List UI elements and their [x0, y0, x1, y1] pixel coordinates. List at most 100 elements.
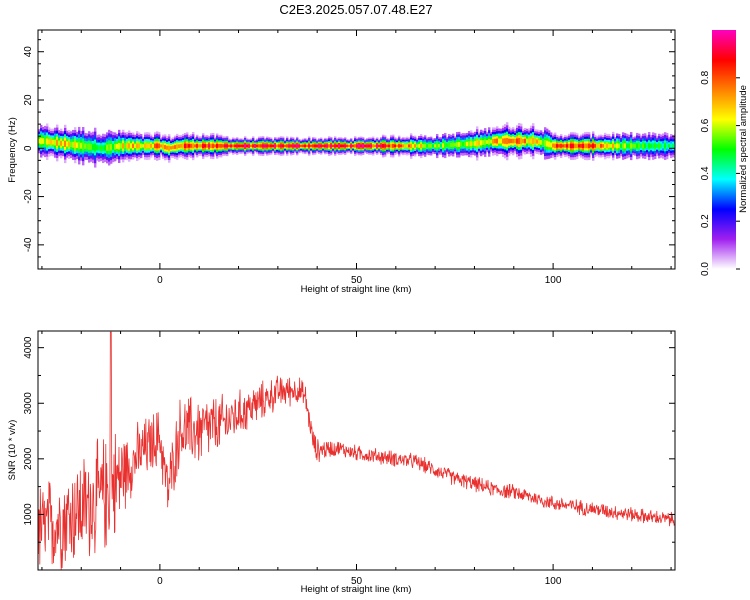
spectrogram-cell — [350, 151, 353, 153]
spectrogram-cell — [654, 135, 657, 139]
spectrogram-cell — [130, 156, 133, 160]
spectrogram-cell — [606, 133, 609, 137]
spectrogram-cell — [624, 143, 627, 147]
spectrogram-cell — [104, 134, 107, 138]
spectrogram-cell — [608, 147, 611, 151]
spectrogram-cell — [618, 150, 621, 154]
spectrogram-cell — [488, 127, 491, 131]
spectrogram-cell — [294, 144, 297, 147]
spectrogram-cell — [208, 152, 211, 155]
spectrogram-cell — [138, 150, 141, 153]
spectrogram-cell — [454, 136, 457, 139]
spectrogram-cell — [666, 143, 669, 147]
spectrogram-cell — [556, 151, 559, 154]
spectrogram-cell — [376, 148, 379, 151]
spectrogram-cell — [186, 134, 189, 138]
spectrogram-cell — [358, 151, 361, 154]
spectrogram-cell — [218, 147, 221, 150]
spectrogram-cell — [182, 153, 185, 157]
spectrogram-cell — [550, 154, 553, 158]
spectrogram-cell — [658, 148, 661, 152]
spectrogram-cell — [522, 134, 525, 138]
spectrogram-cell — [204, 147, 207, 150]
spectrogram-cell — [282, 141, 285, 144]
spectrogram-cell — [518, 126, 521, 130]
spectrogram-cell — [82, 145, 85, 151]
spectrogram-cell — [372, 142, 375, 145]
spectrogram-cell — [230, 148, 233, 150]
spectrogram-cell — [656, 142, 659, 145]
spectrogram-cell — [394, 147, 397, 150]
spectrogram-cell — [550, 147, 553, 151]
spectrogram-cell — [420, 136, 423, 139]
spectrogram-cell — [134, 139, 137, 142]
spectrogram-cell — [658, 150, 661, 154]
spectrogram-cell — [554, 139, 557, 142]
spectrogram-cell — [134, 152, 137, 156]
spectrogram-cell — [438, 138, 441, 142]
spectrogram-cell — [266, 153, 269, 156]
spectrogram-cell — [368, 144, 371, 147]
spectrogram-cell — [334, 145, 337, 148]
spectrogram-cell — [366, 145, 369, 148]
spectrogram-cell — [574, 141, 577, 145]
spectrogram-cell — [108, 154, 111, 159]
spectrogram-cell — [626, 155, 629, 159]
spectrogram-cell — [208, 145, 211, 148]
spectrogram-cell — [328, 141, 331, 144]
spectrogram-cell — [272, 146, 275, 149]
spectrogram-cell — [576, 133, 579, 136]
spectrogram-cell — [320, 152, 323, 155]
spectrogram-cell — [122, 148, 125, 152]
spectrogram-cell — [90, 146, 93, 151]
spectrogram-cell — [392, 149, 395, 152]
spectrogram-cell — [604, 148, 607, 151]
spectrogram-cell — [480, 132, 483, 136]
spectrogram-cell — [450, 136, 453, 140]
spectrogram-cell — [238, 139, 241, 142]
spectrogram-cell — [438, 142, 441, 145]
spectrogram-cell — [632, 137, 635, 140]
spectrogram-cell — [60, 138, 63, 142]
spectrogram-cell — [160, 144, 163, 147]
spectrogram-cell — [406, 147, 409, 150]
spectrogram-cell — [334, 139, 337, 142]
spectrogram-cell — [640, 139, 643, 143]
spectrogram-cell — [160, 150, 163, 153]
spectrogram-cell — [322, 142, 325, 145]
spectrogram-cell — [574, 152, 577, 156]
spectrogram-cell — [560, 138, 563, 141]
spectrogram-cell — [498, 133, 501, 137]
spectrogram-cell — [472, 152, 475, 155]
spectrogram-cell — [460, 142, 463, 145]
spectrogram-cell — [438, 145, 441, 148]
spectrogram-cell — [186, 145, 189, 149]
spectrogram-cell — [98, 147, 101, 152]
spectrogram-cell — [654, 148, 657, 152]
spectrogram-cell — [284, 141, 287, 144]
spectrogram-cell — [254, 139, 257, 142]
spectrogram-cell — [498, 128, 501, 132]
spectrogram-cell — [592, 136, 595, 140]
spectrogram-cell — [144, 141, 147, 145]
spectrogram-cell — [112, 149, 115, 154]
spectrogram-cell — [538, 150, 541, 153]
spectrogram-cell — [424, 154, 427, 157]
spectrogram-cell — [330, 153, 333, 156]
spectrogram-cell — [266, 145, 269, 148]
spectrogram-cell — [468, 151, 471, 155]
spectrogram-cell — [450, 151, 453, 154]
spectrogram-cell — [348, 139, 351, 141]
spectrogram-cell — [216, 143, 219, 147]
spectrogram-cell — [418, 143, 421, 147]
spectrogram-cell — [292, 137, 295, 140]
spectrogram-cell — [206, 154, 209, 158]
spectrogram-cell — [240, 144, 243, 147]
spectrogram-cell — [104, 142, 107, 146]
spectrogram-cell — [532, 129, 535, 133]
spectrogram-cell — [146, 134, 149, 138]
spectrogram-cell — [206, 144, 209, 147]
spectrogram-cell — [416, 147, 419, 150]
spectrogram-cell — [130, 151, 133, 155]
spectrogram-cell — [204, 138, 207, 142]
